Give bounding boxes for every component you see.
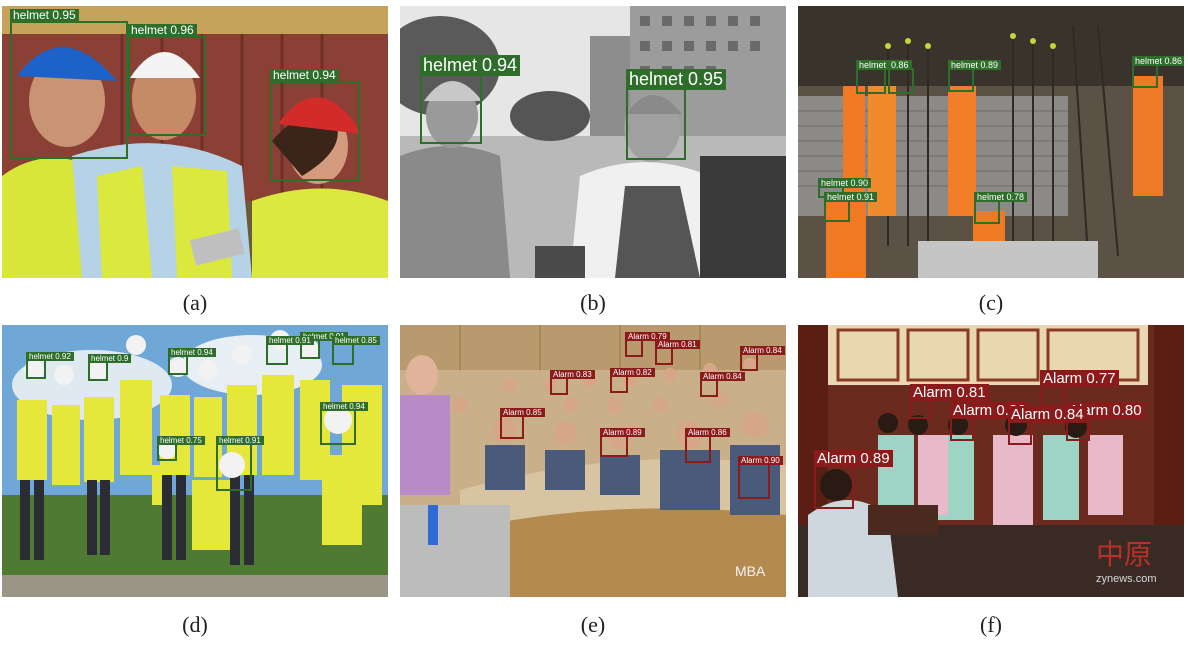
detection-box: helmet 0.91 <box>266 343 288 365</box>
detection-box: Alarm 0.86 <box>685 435 711 463</box>
detection-box: Alarm 0.89 <box>814 465 854 509</box>
panel-e: Alarm 0.79 Alarm 0.81 Alarm 0.84 Alarm 0… <box>400 325 786 597</box>
detection-box: helmet 0.94 <box>270 81 360 181</box>
detection-label: 0.86 <box>888 60 912 70</box>
detection-label: helmet 0.90 <box>818 178 871 188</box>
detection-label: helmet 0.92 <box>26 352 74 361</box>
detection-box: helmet 0.94 <box>420 74 482 144</box>
panel-d-scene <box>2 325 388 597</box>
detection-box: Alarm 0.84 <box>700 379 718 397</box>
detection-label: Alarm 0.89 <box>814 450 893 467</box>
detection-box: Alarm 0.83 <box>550 377 568 395</box>
detection-label: helmet 0.85 <box>332 336 380 345</box>
detection-box: helmet 0.91 <box>216 443 252 491</box>
detection-label: helmet 0.91 <box>216 436 264 445</box>
detection-box: helmet 0.78 <box>974 200 1000 224</box>
detection-box: Alarm 0.81 <box>655 347 673 365</box>
detection-label: helmet 0.94 <box>168 348 216 357</box>
detection-box: 0.86 <box>888 68 914 94</box>
detection-box: helmet 0.85 <box>332 343 354 365</box>
panel-f: Alarm 0.77 Alarm 0.81 Alarm 0.86 Alarm 0… <box>798 325 1184 597</box>
detection-box: helmet 0.91 <box>824 200 850 222</box>
detection-box: helmet 0.96 <box>128 36 206 136</box>
detection-box: Alarm 0.90 <box>738 463 770 499</box>
detection-label: Alarm 0.84 <box>1008 406 1087 423</box>
detection-box: helmet 0.89 <box>948 68 974 92</box>
detection-label: Alarm 0.83 <box>550 370 595 379</box>
detection-box: Alarm 0.89 <box>600 435 628 457</box>
detection-label: helmet 0.89 <box>948 60 1001 70</box>
panel-c-scene <box>798 6 1184 278</box>
detection-label: helmet 0.96 <box>128 24 197 38</box>
caption-f: (f) <box>798 612 1184 638</box>
detection-box: helmet 0.94 <box>168 355 188 375</box>
watermark-logo: 中原 <box>1096 533 1152 573</box>
detection-box: helmet 0.95 <box>10 21 128 159</box>
panel-a: helmet 0.95 helmet 0.96 helmet 0.94 <box>2 6 388 278</box>
detection-label: helmet 0.91 <box>266 336 314 345</box>
detection-label: Alarm 0.81 <box>910 384 989 401</box>
detection-label: Alarm 0.81 <box>655 340 700 349</box>
detection-box: helmet 0.87 <box>856 68 886 94</box>
detection-label: Alarm 0.89 <box>600 428 645 437</box>
detection-label: Alarm 0.82 <box>610 368 655 377</box>
detection-label: Alarm 0.84 <box>740 346 785 355</box>
detection-label: Alarm 0.90 <box>738 456 783 465</box>
detection-label: helmet 0.9 <box>88 354 131 363</box>
detection-label: helmet 0.78 <box>974 192 1027 202</box>
panel-c: helmet 0.87 0.86 helmet 0.89 helmet 0.86… <box>798 6 1184 278</box>
watermark-url: zynews.com <box>1096 573 1157 585</box>
detection-box: helmet 0.86 <box>1132 64 1158 88</box>
detection-box: Alarm 0.77 <box>1040 385 1064 407</box>
detection-label: helmet 0.94 <box>420 55 520 76</box>
detection-box: Alarm 0.81 <box>910 399 932 419</box>
detection-box: Alarm 0.82 <box>610 375 628 393</box>
watermark-text: MBA <box>735 563 765 579</box>
detection-box: helmet 0.95 <box>626 88 686 160</box>
detection-box: Alarm 0.84 <box>1008 421 1032 445</box>
detection-label: Alarm 0.77 <box>1040 370 1119 387</box>
caption-c: (c) <box>798 290 1184 316</box>
panel-d: helmet 0.92 helmet 0.9 helmet 0.94 helme… <box>2 325 388 597</box>
detection-label: helmet 0.75 <box>157 436 205 445</box>
detection-label: Alarm 0.86 <box>685 428 730 437</box>
detection-label: helmet 0.94 <box>320 402 368 411</box>
detection-box: helmet 0.9 <box>88 361 108 381</box>
detection-label: helmet 0.95 <box>626 69 726 90</box>
detection-label: helmet 0.95 <box>10 9 79 23</box>
caption-e: (e) <box>400 612 786 638</box>
detection-label: helmet 0.91 <box>824 192 877 202</box>
caption-b: (b) <box>400 290 786 316</box>
detection-box: helmet 0.94 <box>320 409 356 445</box>
detection-box: Alarm 0.84 <box>740 353 758 371</box>
detection-box: helmet 0.92 <box>26 359 46 379</box>
detection-label: Alarm 0.84 <box>700 372 745 381</box>
detection-box: helmet 0.75 <box>157 443 177 461</box>
detection-box: Alarm 0.79 <box>625 339 643 357</box>
panel-e-scene <box>400 325 786 597</box>
caption-a: (a) <box>2 290 388 316</box>
detection-box: Alarm 0.86 <box>950 417 974 441</box>
caption-d: (d) <box>2 612 388 638</box>
detection-label: helmet 0.86 <box>1132 56 1184 66</box>
panel-b: helmet 0.94 helmet 0.95 <box>400 6 786 278</box>
detection-label: Alarm 0.85 <box>500 408 545 417</box>
detection-label: helmet 0.94 <box>270 69 339 83</box>
detection-box: Alarm 0.85 <box>500 415 524 439</box>
